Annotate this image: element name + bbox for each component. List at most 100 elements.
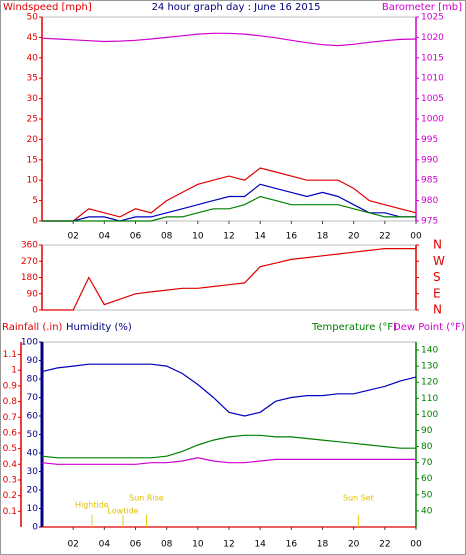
y-tick-label: 40 [27, 449, 39, 459]
legend-label: Dew Point (°F) [393, 322, 465, 333]
y2-tick-label: 990 [421, 155, 438, 165]
y2-tick-label: 40 [421, 506, 433, 516]
y3-tick-label: 1 [11, 366, 17, 376]
x-tick-label: 06 [130, 540, 142, 550]
y2-axis-label: Barometer [mb] [382, 2, 462, 13]
y2-tick-label: N [433, 303, 442, 317]
y-tick-label: 80 [27, 375, 39, 385]
y3-tick-label: 0.8 [3, 397, 18, 407]
y-tick-label: 5 [32, 196, 38, 206]
x-tick-label: 02 [67, 540, 78, 550]
x-tick-label: 00 [410, 232, 422, 242]
x-tick-label: 14 [254, 540, 266, 550]
y-tick-label: 0 [32, 217, 38, 227]
y-tick-label: 70 [27, 393, 39, 403]
x-tick-label: 16 [286, 232, 298, 242]
x-tick-label: 06 [130, 232, 142, 242]
y-tick-label: 0 [32, 306, 38, 316]
y-tick-label: 90 [27, 356, 39, 366]
y3-tick-label: 0.2 [3, 491, 17, 501]
y2-tick-label: N [433, 238, 442, 252]
y2-tick-label: 70 [421, 458, 433, 468]
y2-tick-label: 980 [421, 196, 438, 206]
x-tick-label: 00 [410, 540, 422, 550]
x-tick-label: 10 [192, 232, 204, 242]
y2-tick-label: 130 [421, 362, 438, 372]
y3-tick-label: 1.1 [3, 350, 17, 360]
y2-tick-label: 110 [421, 394, 438, 404]
y2-tick-label: 60 [421, 474, 433, 484]
y3-tick-label: 0.4 [3, 460, 18, 470]
legend-label: Humidity (%) [66, 322, 132, 333]
y3-tick-label: 0.6 [3, 428, 18, 438]
x-tick-label: 04 [99, 232, 111, 242]
series-line [41, 32, 417, 47]
x-tick-label: 10 [192, 540, 204, 550]
y2-tick-label: 1020 [421, 33, 444, 43]
series-line [42, 248, 416, 311]
annotation: Lowtide [107, 507, 138, 516]
series-line [41, 363, 417, 417]
series-line [42, 195, 416, 222]
annotation: Sun Set [343, 494, 374, 503]
x-tick-label: 04 [99, 540, 111, 550]
y-tick-label: 15 [27, 155, 38, 165]
y2-tick-label: 1010 [421, 74, 444, 84]
y3-tick-label: 0.3 [3, 475, 17, 485]
y-tick-label: 180 [21, 273, 38, 283]
y3-tick-label: 0.5 [3, 444, 17, 454]
x-tick-label: 16 [286, 540, 298, 550]
y2-tick-label: 1025 [421, 13, 444, 23]
y-tick-label: 30 [27, 94, 39, 104]
y2-tick-label: 1015 [421, 53, 444, 63]
x-tick-label: 20 [348, 232, 360, 242]
y2-tick-label: 80 [421, 442, 433, 452]
y2-tick-label: 50 [421, 490, 433, 500]
y3-tick-label: 0.7 [3, 413, 17, 423]
y2-tick-label: S [433, 270, 441, 284]
y2-tick-label: 140 [421, 346, 438, 356]
x-tick-label: 08 [161, 232, 173, 242]
x-tick-label: 12 [223, 540, 234, 550]
annotation: Sun Rise [129, 494, 164, 503]
y-tick-label: 50 [27, 430, 39, 440]
x-tick-label: 18 [317, 232, 329, 242]
y2-tick-label: 1005 [421, 94, 444, 104]
y2-tick-label: W [433, 254, 445, 268]
y2-tick-label: 90 [421, 426, 433, 436]
x-tick-label: 20 [348, 540, 360, 550]
y-tick-label: 20 [27, 135, 39, 145]
x-tick-label: 08 [161, 540, 173, 550]
y-tick-label: 10 [27, 504, 39, 514]
y-tick-label: 90 [27, 289, 39, 299]
x-tick-label: 02 [67, 232, 78, 242]
legend-label: Rainfall (.in) [2, 322, 63, 333]
series-line [42, 167, 417, 222]
series-line [41, 434, 416, 459]
x-tick-label: 18 [317, 540, 329, 550]
series-line [41, 457, 416, 465]
y2-tick-label: 975 [421, 217, 438, 227]
annotation: Hightide [75, 501, 109, 510]
y-tick-label: 40 [27, 53, 39, 63]
y2-tick-label: 120 [421, 378, 438, 388]
y-tick-label: 35 [27, 74, 38, 84]
y-tick-label: 45 [27, 33, 38, 43]
y2-tick-label: 995 [421, 135, 438, 145]
y-tick-label: 10 [27, 176, 39, 186]
y2-tick-label: E [433, 286, 441, 300]
y2-tick-label: 100 [421, 410, 438, 420]
x-tick-label: 12 [223, 232, 234, 242]
y-tick-label: 100 [21, 338, 38, 348]
y-tick-label: 20 [27, 486, 39, 496]
y3-tick-label: 0.1 [3, 507, 17, 517]
y2-tick-label: 1000 [421, 115, 444, 125]
y-tick-label: 25 [27, 115, 38, 125]
y-tick-label: 270 [21, 257, 38, 267]
x-tick-label: 14 [254, 232, 266, 242]
y-tick-label: 50 [27, 13, 39, 23]
chart-title: 24 hour graph day : June 16 2015 [152, 2, 321, 13]
